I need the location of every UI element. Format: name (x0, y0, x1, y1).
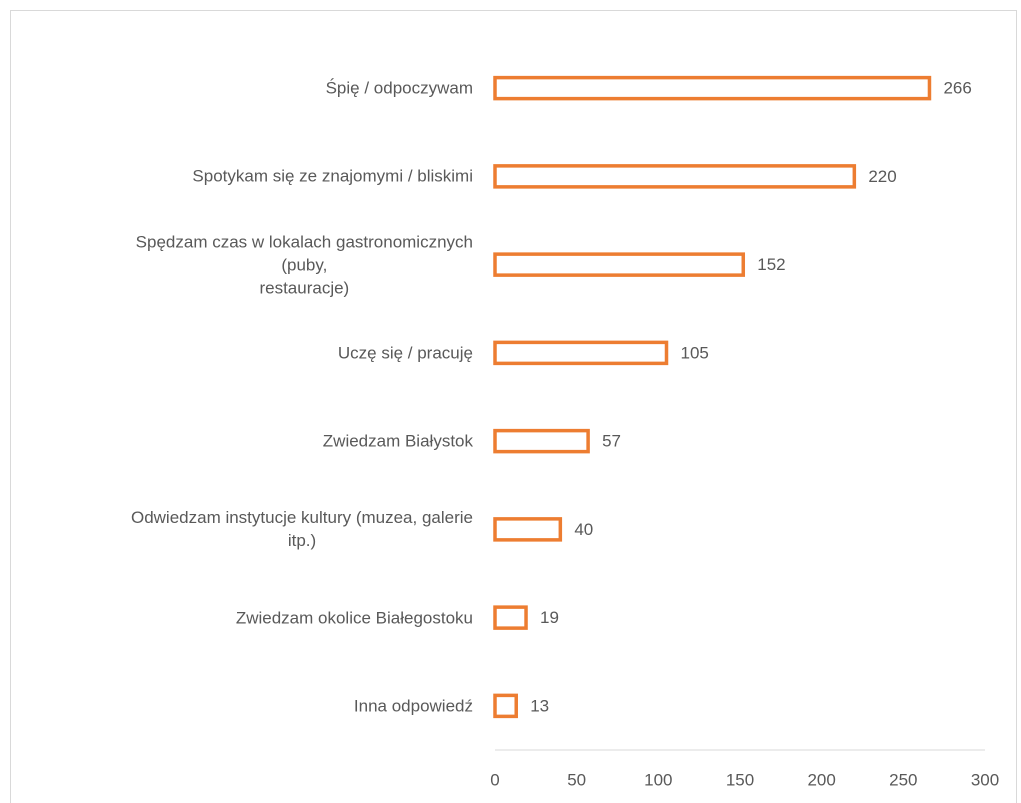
value-label: 105 (681, 343, 709, 362)
bar (493, 605, 528, 630)
x-tick-label: 0 (490, 770, 499, 789)
category-label: Zwiedzam Białystok (322, 431, 473, 451)
x-tick-label: 50 (567, 770, 586, 789)
bar (493, 340, 669, 366)
category-label: Uczę się / pracuję (337, 343, 473, 363)
value-label: 57 (602, 432, 621, 451)
x-tick-label: 250 (889, 770, 917, 789)
value-label: 13 (530, 696, 549, 715)
value-label: 266 (943, 79, 971, 98)
x-tick-label: 200 (807, 770, 835, 789)
bar (493, 164, 857, 189)
value-label: 152 (757, 255, 785, 274)
value-label: 220 (868, 167, 896, 186)
value-label: 40 (574, 520, 593, 539)
bar (493, 693, 518, 719)
value-label: 19 (540, 608, 559, 627)
category-label: Odwiedzam instytucje kultury (muzea, gal… (130, 508, 473, 551)
category-label: Spotykam się ze znajomymi / bliskimi (192, 166, 473, 186)
x-tick-label: 300 (971, 770, 999, 789)
x-tick-label: 150 (726, 770, 754, 789)
bar (493, 517, 563, 542)
chart-border (10, 10, 1017, 803)
bar (493, 428, 590, 454)
bar (493, 75, 932, 101)
bar (493, 252, 746, 277)
x-tick-label: 100 (644, 770, 672, 789)
category-label: Spędzam czas w lokalach gastronomicznych… (135, 232, 473, 298)
category-label: Śpię / odpoczywam (325, 78, 473, 98)
category-label: Zwiedzam okolice Białegostoku (235, 608, 473, 628)
category-label: Inna odpowiedź (353, 696, 473, 716)
